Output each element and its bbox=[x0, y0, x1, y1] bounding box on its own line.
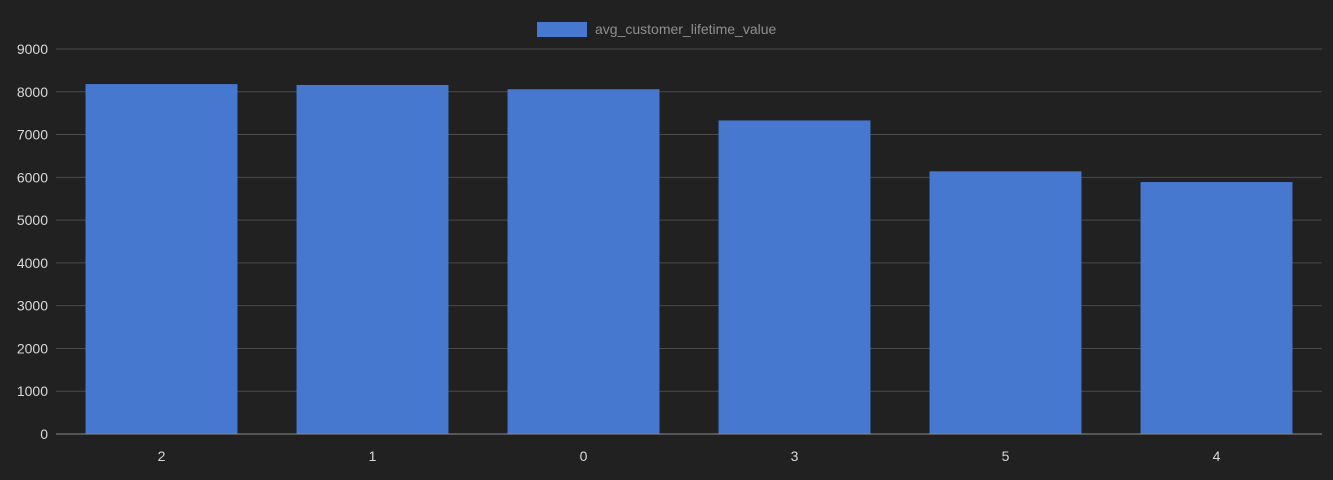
bars bbox=[85, 84, 1293, 435]
x-tick-label: 5 bbox=[1002, 448, 1010, 464]
legend[interactable]: avg_customer_lifetime_value bbox=[537, 21, 777, 37]
y-axis-ticks: 0 1000 2000 3000 4000 5000 6000 7000 8000 9000 bbox=[17, 41, 48, 442]
grid-lines bbox=[56, 48, 1322, 392]
x-tick-label: 1 bbox=[369, 448, 377, 464]
y-tick-label: 0 bbox=[40, 426, 48, 442]
legend-label: avg_customer_lifetime_value bbox=[595, 21, 777, 37]
x-tick-label: 4 bbox=[1213, 448, 1221, 464]
y-tick-label: 9000 bbox=[17, 41, 48, 57]
bar[interactable] bbox=[507, 89, 660, 434]
x-tick-label: 0 bbox=[580, 448, 588, 464]
y-tick-label: 3000 bbox=[17, 298, 48, 314]
y-tick-label: 5000 bbox=[17, 212, 48, 228]
legend-swatch bbox=[537, 22, 587, 37]
y-tick-label: 8000 bbox=[17, 84, 48, 100]
bar[interactable] bbox=[85, 84, 238, 435]
x-axis-ticks: 2 1 0 3 5 4 bbox=[158, 448, 1221, 464]
x-tick-label: 2 bbox=[158, 448, 166, 464]
bar[interactable] bbox=[296, 84, 449, 434]
bar[interactable] bbox=[929, 171, 1082, 434]
y-tick-label: 2000 bbox=[17, 340, 48, 356]
y-tick-label: 6000 bbox=[17, 169, 48, 185]
bar[interactable] bbox=[1140, 182, 1293, 434]
y-tick-label: 4000 bbox=[17, 255, 48, 271]
y-tick-label: 1000 bbox=[17, 383, 48, 399]
y-tick-label: 7000 bbox=[17, 127, 48, 143]
bar[interactable] bbox=[718, 120, 871, 434]
x-tick-label: 3 bbox=[791, 448, 799, 464]
